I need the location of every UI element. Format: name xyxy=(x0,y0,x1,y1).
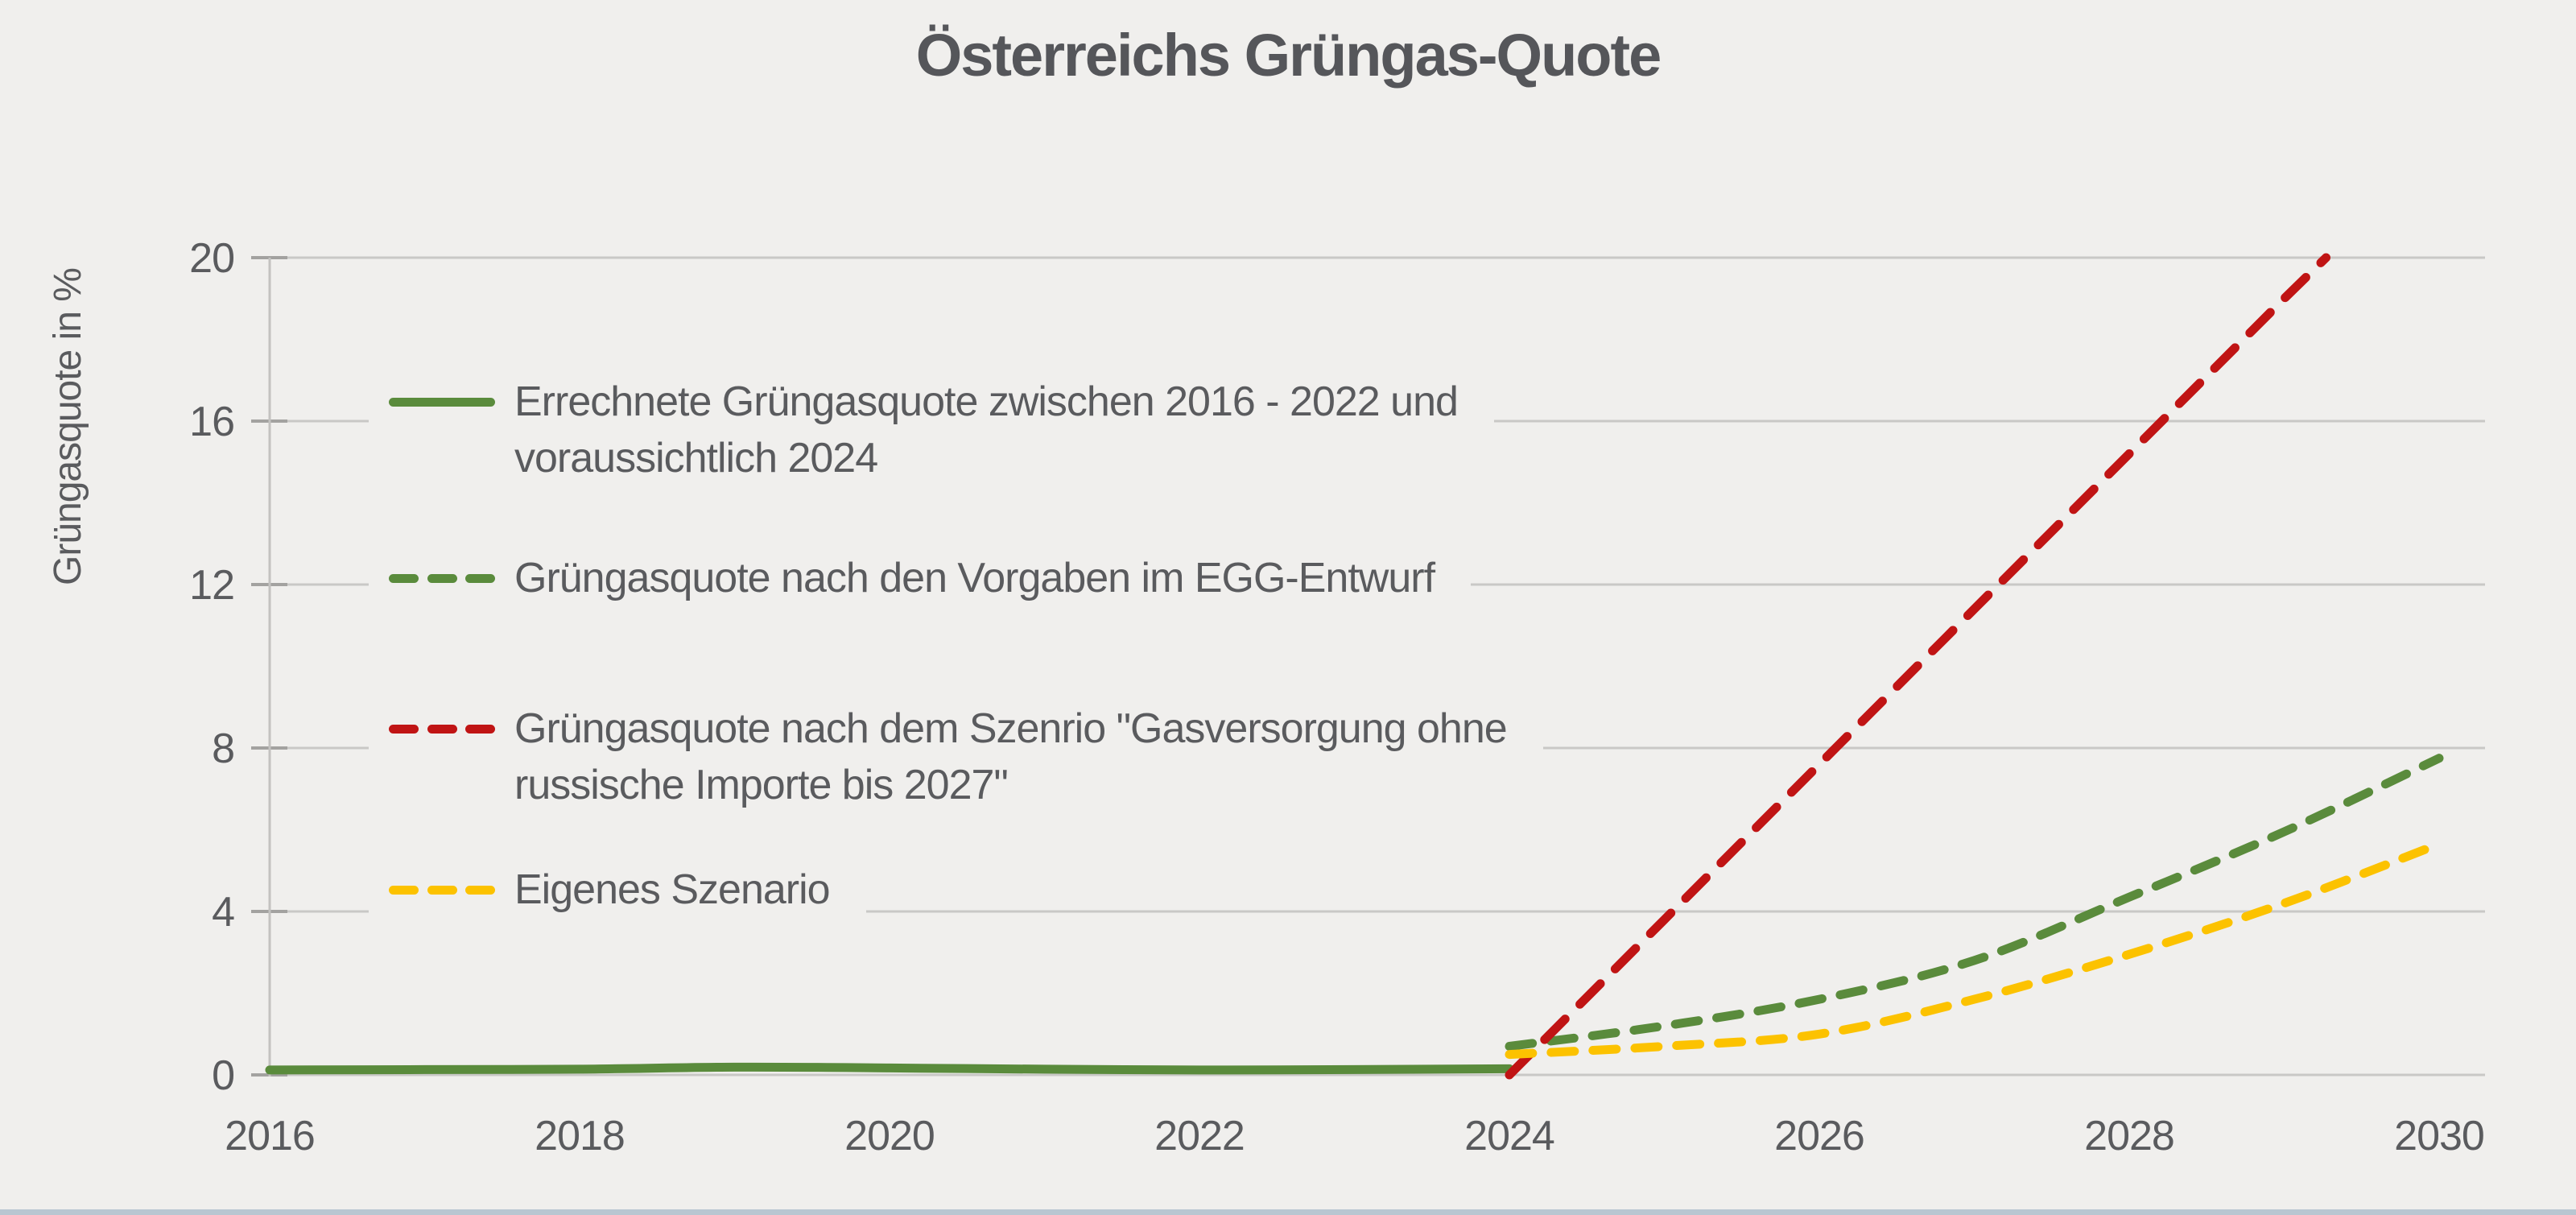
legend-label: Grüngasquote nach den Vorgaben im EGG-En… xyxy=(514,555,1435,601)
series-line-3 xyxy=(1505,839,2444,1060)
ytick-label-12: 12 xyxy=(189,562,234,609)
legend-entry-no-russian-imports: Grüngasquote nach dem Szenrio "Gasversor… xyxy=(369,700,1543,816)
chart-title: Österreichs Grüngas-Quote xyxy=(915,22,1662,89)
legend-line-sample-red-dashed xyxy=(389,725,495,734)
legend-label: Errechnete Grüngasquote zwischen 2016 - … xyxy=(514,378,1459,481)
series-line-1 xyxy=(1505,754,2444,1051)
xtick-label-2026: 2026 xyxy=(1774,1113,1864,1159)
series-line-2 xyxy=(1505,253,2330,1080)
ytick-label-16: 16 xyxy=(189,399,234,445)
legend-line-sample-green-solid xyxy=(389,398,495,407)
footer-accent-strip xyxy=(0,1209,2576,1215)
ytick-label-0: 0 xyxy=(212,1052,234,1099)
legend-line-sample-green-dashed xyxy=(389,574,495,583)
xtick-label-2018: 2018 xyxy=(535,1113,625,1159)
legend-entry-own-scenario: Eigenes Szenario xyxy=(369,862,866,921)
legend-line-sample-yellow-dashed xyxy=(389,886,495,895)
legend-label: Eigenes Szenario xyxy=(514,866,831,913)
legend-label: Grüngasquote nach dem Szenrio "Gasversor… xyxy=(514,705,1508,808)
ytick-label-8: 8 xyxy=(212,725,234,772)
xtick-label-2030: 2030 xyxy=(2394,1113,2484,1159)
xtick-label-2024: 2024 xyxy=(1464,1113,1554,1159)
legend-entry-calculated-quota: Errechnete Grüngasquote zwischen 2016 - … xyxy=(369,374,1494,490)
y-axis-title: Grüngasquote in % xyxy=(47,268,89,585)
ytick-label-20: 20 xyxy=(189,235,234,282)
xtick-label-2020: 2020 xyxy=(844,1113,935,1159)
ytick-label-4: 4 xyxy=(212,889,234,936)
xtick-label-2016: 2016 xyxy=(225,1113,315,1159)
legend-entry-egg-draft: Grüngasquote nach den Vorgaben im EGG-En… xyxy=(369,550,1472,610)
xtick-label-2028: 2028 xyxy=(2084,1113,2174,1159)
xtick-label-2022: 2022 xyxy=(1154,1113,1245,1159)
series-line-0 xyxy=(265,1062,1514,1075)
